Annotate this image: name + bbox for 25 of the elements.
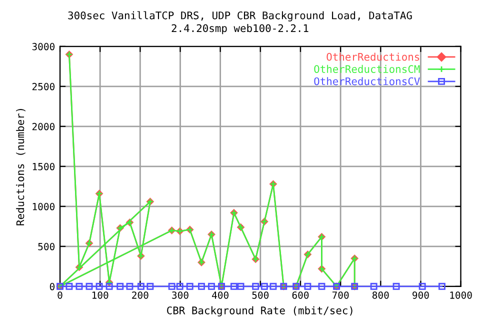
x-tick-label: 900: [412, 291, 429, 299]
x-tick-label: 1000: [450, 291, 472, 299]
legend-label: OtherReductionsCV: [314, 77, 420, 86]
y-tick-label: 1500: [32, 162, 55, 170]
chart-subtitle: 2.4.20smp web100-2.2.1: [172, 24, 308, 34]
y-tick-label: 2000: [32, 122, 55, 130]
x-tick-label: 700: [332, 291, 349, 299]
x-tick-label: 300: [172, 291, 188, 299]
chart-title: 300sec VanillaTCP DRS, UDP CBR Background Load, DataTAG: [68, 11, 412, 22]
y-tick-label: 1000: [32, 202, 55, 210]
y-tick-label: 3000: [32, 42, 55, 50]
x-tick-label: 0: [58, 291, 62, 299]
x-tick-label: 600: [292, 291, 309, 299]
y-axis-title: Reductions (number): [16, 108, 26, 226]
x-tick-label: 800: [372, 291, 389, 299]
x-tick-label: 200: [132, 291, 148, 299]
y-tick-label: 2500: [32, 82, 55, 90]
x-tick-label: 500: [252, 291, 269, 299]
x-tick-label: 400: [212, 291, 228, 299]
y-tick-label: 500: [38, 242, 55, 250]
x-axis-title: CBR Background Rate (mbit/sec): [167, 306, 352, 316]
legend-label: OtherReductions: [326, 52, 420, 61]
y-tick-label: 0: [50, 282, 55, 290]
legend-label: OtherReductionsCM: [314, 64, 420, 73]
x-tick-label: 100: [92, 291, 108, 299]
